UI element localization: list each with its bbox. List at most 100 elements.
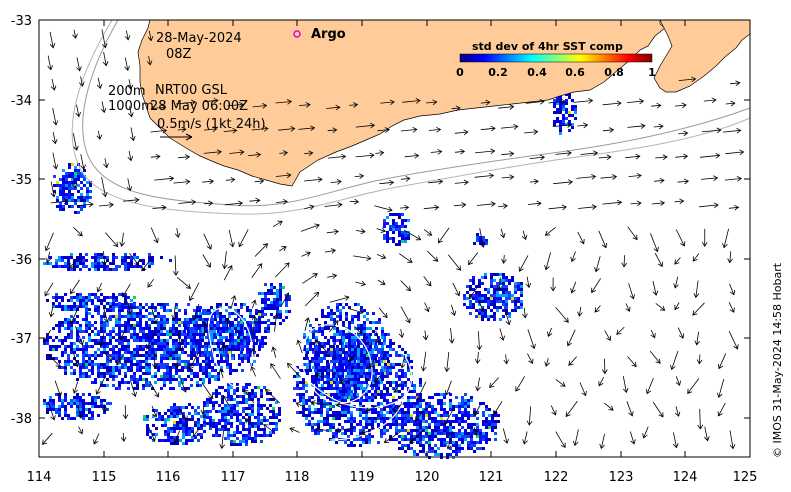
current-arrow (468, 283, 480, 300)
current-arrow (699, 202, 719, 209)
current-arrow (402, 98, 421, 104)
current-arrow (527, 329, 536, 350)
lat-tick-label: -38 (11, 412, 32, 427)
current-arrow (188, 351, 200, 370)
current-arrow (203, 149, 222, 155)
current-arrow (423, 276, 432, 287)
lat-tick-label: -37 (11, 332, 32, 347)
current-arrow (622, 376, 629, 394)
current-arrow (652, 401, 664, 418)
current-arrow (555, 150, 572, 157)
current-arrow (120, 432, 127, 442)
current-arrow (150, 305, 158, 325)
current-arrow (327, 153, 347, 160)
current-arrow (555, 307, 569, 323)
current-arrow (375, 330, 381, 345)
current-arrow (173, 179, 191, 185)
current-arrow (124, 30, 131, 41)
current-arrow (642, 426, 649, 439)
current-arrow (148, 426, 156, 442)
current-arrow (147, 30, 154, 42)
current-arrow (522, 308, 528, 319)
current-arrow (50, 181, 57, 198)
hour-label: 08Z (166, 47, 192, 62)
current-arrow (416, 381, 427, 401)
current-arrow (349, 308, 364, 315)
current-arrow (224, 317, 231, 332)
current-arrow (377, 279, 386, 285)
current-arrow (354, 326, 363, 335)
current-arrow (430, 148, 443, 155)
current-arrow (203, 126, 218, 133)
current-arrow (177, 332, 184, 352)
current-arrow (670, 350, 679, 371)
current-arrow (203, 233, 212, 250)
current-arrow (176, 99, 197, 106)
current-arrow (503, 354, 510, 365)
current-arrow (174, 228, 181, 239)
current-arrow (279, 150, 289, 156)
current-arrow (625, 153, 641, 160)
current-arrow (696, 354, 703, 365)
current-arrow (123, 197, 140, 203)
current-arrow (304, 176, 323, 183)
current-arrow (468, 252, 479, 266)
current-arrow (414, 408, 426, 422)
current-arrow (369, 358, 376, 369)
current-arrow (116, 354, 124, 366)
current-arrow (222, 251, 228, 270)
current-arrow (315, 426, 327, 433)
current-arrow (654, 177, 665, 184)
current-arrow (400, 306, 411, 324)
current-arrow (329, 319, 339, 333)
current-arrow (152, 204, 167, 211)
current-arrow (598, 377, 604, 387)
current-arrow (454, 148, 466, 155)
current-arrow (50, 198, 69, 205)
current-arrow (675, 229, 686, 247)
current-arrow (525, 276, 532, 289)
current-arrow (48, 302, 55, 318)
colorbar-tick: 0 (456, 66, 464, 79)
current-arrow (48, 354, 61, 368)
current-arrow (454, 129, 469, 136)
current-arrow (275, 99, 293, 105)
current-arrow (480, 99, 491, 106)
credit-label: © IMOS 31-May-2024 14:58 Hobart (771, 262, 784, 458)
current-arrow (544, 357, 550, 367)
current-arrow (725, 100, 736, 107)
current-arrow (550, 277, 556, 292)
current-arrow (42, 432, 53, 445)
current-arrow (360, 428, 375, 436)
current-arrow (423, 229, 433, 236)
current-arrow (723, 127, 742, 134)
current-arrow (201, 320, 208, 333)
current-arrow (93, 433, 100, 445)
current-arrow (428, 178, 444, 185)
current-arrow (675, 376, 681, 387)
current-arrow (473, 404, 481, 416)
current-arrow (673, 432, 679, 449)
current-arrow (202, 254, 211, 268)
current-arrow (409, 430, 424, 444)
current-arrow (403, 229, 422, 241)
current-arrow (286, 362, 301, 378)
current-arrow (349, 102, 359, 108)
current-arrow (151, 351, 158, 369)
current-arrow (493, 400, 503, 416)
current-arrow (248, 152, 262, 158)
current-arrow (437, 227, 450, 244)
lon-tick-label: 117 (221, 470, 246, 485)
current-arrow (577, 306, 583, 317)
current-arrow (653, 123, 664, 130)
current-arrow (374, 205, 393, 213)
current-arrow (329, 295, 350, 303)
current-arrow (51, 131, 58, 145)
current-arrow (602, 100, 622, 107)
current-arrow (479, 228, 486, 248)
current-arrow (544, 252, 551, 271)
current-arrow (472, 427, 478, 436)
current-arrow (524, 129, 539, 135)
current-arrow (428, 126, 442, 133)
